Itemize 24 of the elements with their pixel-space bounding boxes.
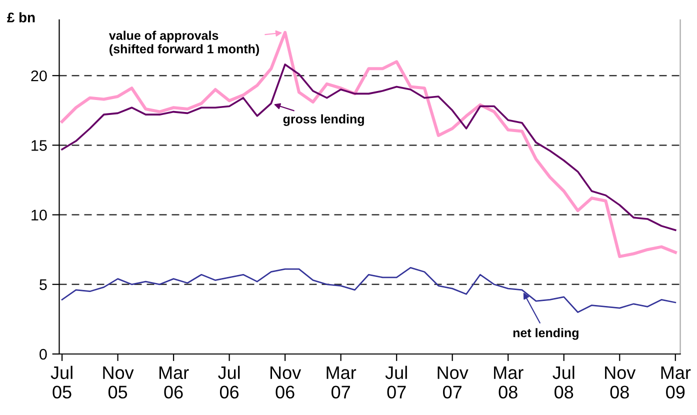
legend-label: gross lending [283, 114, 364, 126]
line-series [61, 64, 676, 232]
x-tick-label: Nov 07 [438, 366, 468, 399]
x-tick-label: Mar 09 [661, 366, 691, 399]
y-tick-label: 5 [40, 279, 47, 290]
x-tick-label: Jul 05 [50, 366, 72, 399]
x-tick-label: Nov 05 [103, 366, 134, 399]
x-tick-label: Jul 06 [218, 366, 240, 399]
x-tick-label: Nov 06 [270, 366, 302, 399]
x-tick-label: Jul 08 [552, 366, 574, 399]
y-axis-title: £ bn [7, 12, 35, 22]
line-series [61, 266, 676, 313]
legend-label: net lending [513, 328, 578, 340]
y-tick-label: 20 [31, 70, 47, 82]
x-tick-label: Nov 08 [605, 366, 636, 399]
x-tick-label: Mar 06 [159, 366, 189, 399]
x-tick-label: Mar 08 [494, 366, 524, 399]
x-tick-label: Mar 07 [326, 366, 356, 399]
y-tick-label: 15 [32, 140, 47, 151]
series-label: value of approvals (shifted forward 1 month) [108, 30, 259, 56]
y-tick-label: 0 [40, 348, 47, 360]
x-tick-label: Jul 07 [385, 366, 407, 399]
line-series [60, 30, 677, 258]
y-tick-label: 10 [32, 210, 47, 220]
